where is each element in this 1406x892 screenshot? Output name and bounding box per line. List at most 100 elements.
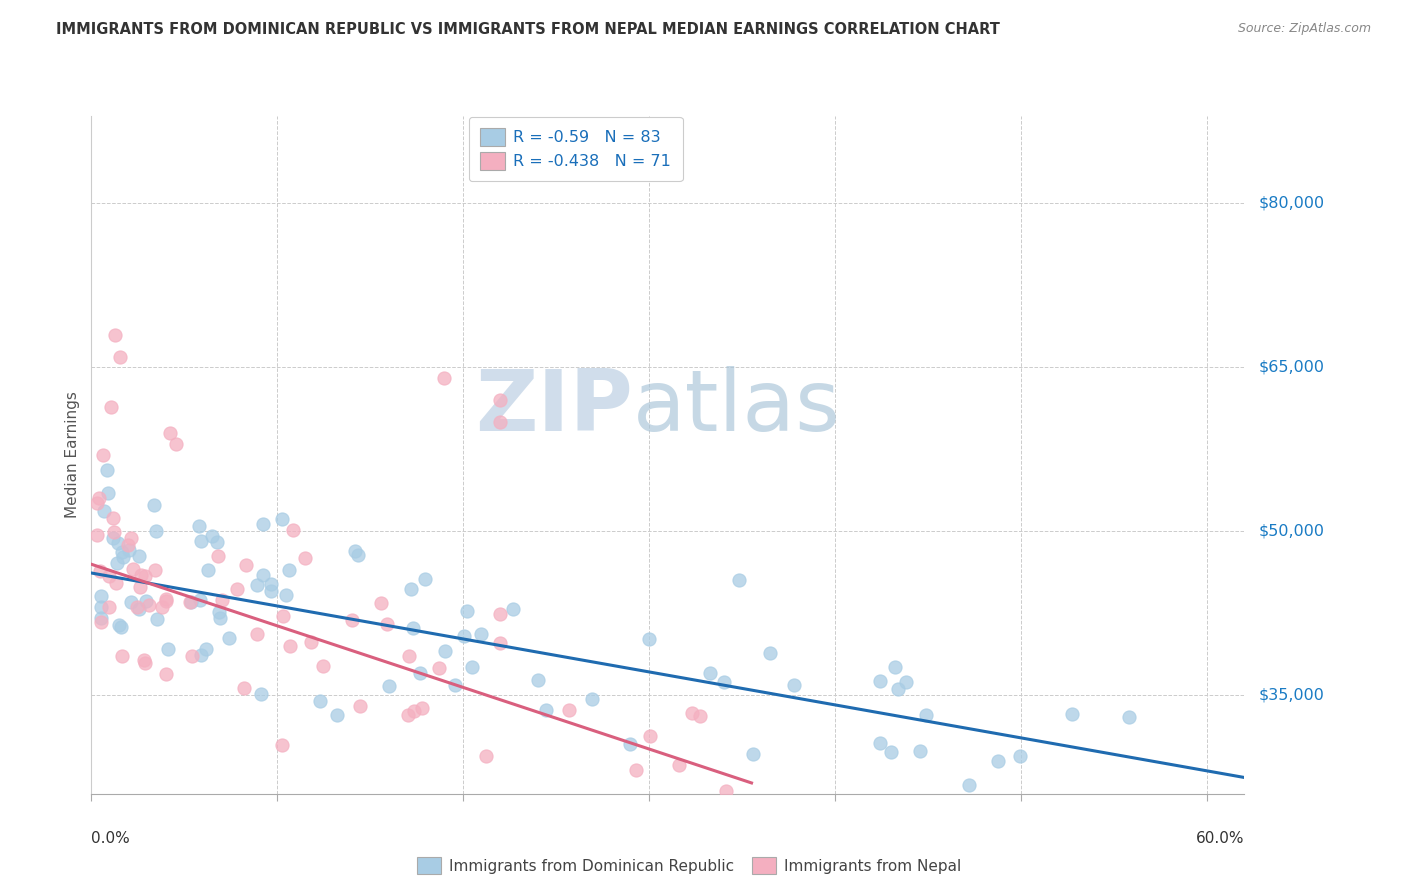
Point xyxy=(252,567,274,582)
Point xyxy=(111,545,134,559)
Text: ZIP: ZIP xyxy=(475,366,633,449)
Point xyxy=(89,565,111,579)
Point xyxy=(475,748,498,763)
Point xyxy=(502,602,524,616)
Point xyxy=(181,648,204,663)
Point xyxy=(93,504,115,518)
Point xyxy=(90,611,112,625)
Point xyxy=(619,737,641,751)
Point xyxy=(98,599,121,614)
Point xyxy=(869,674,891,689)
Point xyxy=(957,778,980,792)
Point xyxy=(138,598,160,612)
Point xyxy=(97,569,120,583)
Point xyxy=(644,802,666,816)
Point xyxy=(896,675,918,690)
Point xyxy=(101,511,124,525)
Point xyxy=(398,649,420,664)
Point xyxy=(399,582,422,597)
Text: Source: ZipAtlas.com: Source: ZipAtlas.com xyxy=(1237,22,1371,36)
Point xyxy=(135,593,157,607)
Point xyxy=(402,705,425,719)
Point xyxy=(111,550,134,565)
Point xyxy=(226,582,249,596)
Point xyxy=(200,528,222,542)
Point xyxy=(180,595,202,609)
Point xyxy=(681,706,703,720)
Point xyxy=(197,563,219,577)
Point xyxy=(461,660,484,674)
Point xyxy=(86,528,108,542)
Point xyxy=(129,580,152,594)
Point xyxy=(915,708,938,723)
Point xyxy=(378,679,401,693)
Point xyxy=(880,745,903,759)
Point xyxy=(86,496,108,510)
Point xyxy=(278,639,301,653)
Point xyxy=(103,525,125,540)
Point xyxy=(488,607,510,621)
Point xyxy=(250,687,273,701)
Point xyxy=(668,757,690,772)
Point xyxy=(233,681,256,696)
Legend: Immigrants from Dominican Republic, Immigrants from Nepal: Immigrants from Dominican Republic, Immi… xyxy=(411,851,967,880)
Point xyxy=(299,635,322,649)
Point xyxy=(211,592,233,607)
Point xyxy=(638,632,661,646)
Point xyxy=(96,485,118,500)
Point xyxy=(157,641,180,656)
Point xyxy=(270,512,292,526)
Point xyxy=(869,736,891,750)
Point xyxy=(105,556,128,570)
Point xyxy=(128,549,150,563)
Point xyxy=(396,708,419,723)
Point xyxy=(342,613,364,627)
Point xyxy=(146,612,169,626)
Point xyxy=(294,551,316,566)
Point xyxy=(759,646,782,660)
Point xyxy=(375,617,398,632)
Point xyxy=(195,642,218,657)
Point xyxy=(134,656,156,670)
Point xyxy=(134,568,156,582)
Point xyxy=(456,604,478,618)
Point xyxy=(252,517,274,532)
Point xyxy=(349,698,371,713)
Point xyxy=(155,591,177,606)
Point xyxy=(433,371,456,385)
Point xyxy=(887,682,910,697)
Point xyxy=(159,425,181,440)
Point xyxy=(409,666,432,681)
Point xyxy=(246,626,269,640)
Text: 0.0%: 0.0% xyxy=(91,831,131,847)
Point xyxy=(145,524,167,539)
Point xyxy=(104,327,127,342)
Point xyxy=(110,619,132,633)
Point xyxy=(699,665,721,680)
Point xyxy=(208,611,231,625)
Text: $35,000: $35,000 xyxy=(1258,688,1324,703)
Point xyxy=(166,437,188,451)
Point xyxy=(129,568,152,582)
Legend: R = -0.59   N = 83, R = -0.438   N = 71: R = -0.59 N = 83, R = -0.438 N = 71 xyxy=(468,117,682,181)
Point xyxy=(489,635,512,649)
Point xyxy=(90,615,112,630)
Point xyxy=(413,572,436,586)
Point xyxy=(470,627,492,641)
Point xyxy=(783,678,806,692)
Point xyxy=(987,754,1010,768)
Point xyxy=(91,448,114,462)
Text: $65,000: $65,000 xyxy=(1258,360,1324,375)
Point xyxy=(132,653,155,667)
Point xyxy=(453,629,475,643)
Point xyxy=(274,588,297,602)
Point xyxy=(246,578,269,592)
Point xyxy=(434,644,457,658)
Point xyxy=(347,549,370,563)
Point xyxy=(125,599,148,614)
Text: IMMIGRANTS FROM DOMINICAN REPUBLIC VS IMMIGRANTS FROM NEPAL MEDIAN EARNINGS CORR: IMMIGRANTS FROM DOMINICAN REPUBLIC VS IM… xyxy=(56,22,1000,37)
Text: 60.0%: 60.0% xyxy=(1197,831,1244,847)
Point xyxy=(207,549,229,563)
Point xyxy=(427,660,450,674)
Point xyxy=(1060,707,1083,722)
